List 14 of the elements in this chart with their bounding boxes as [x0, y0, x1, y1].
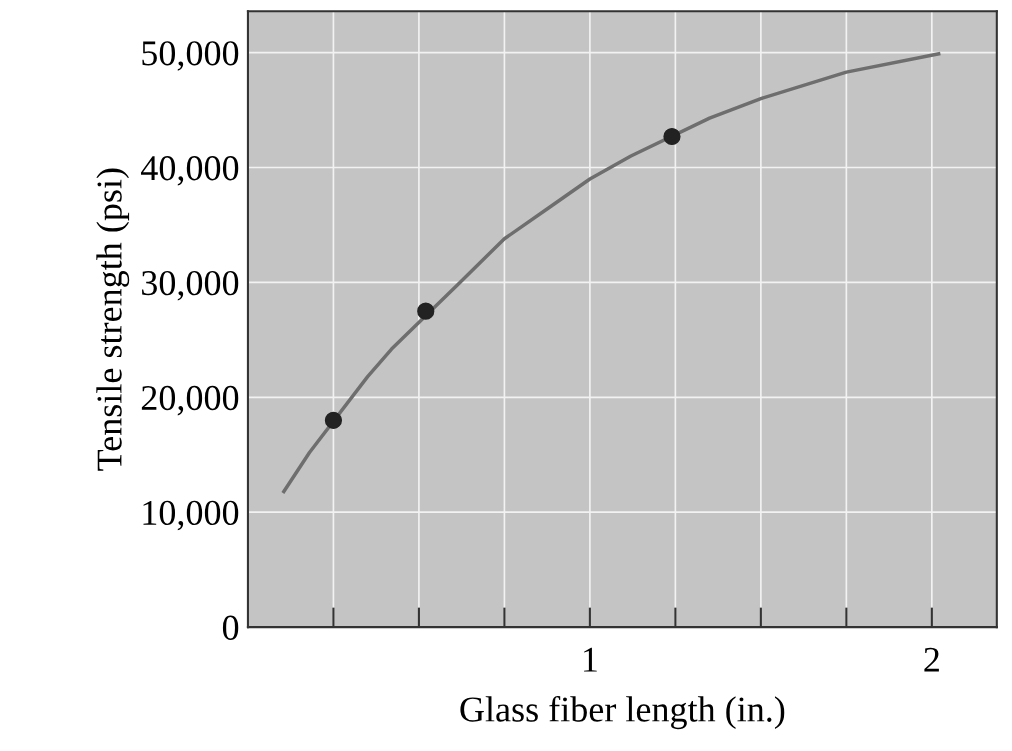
point [417, 302, 435, 320]
x-tick-label: 2 [924, 647, 939, 672]
y-axis-title: Tensile strength (psi) [96, 168, 130, 471]
y-tick-label: 10,000 [143, 500, 239, 531]
x-tick-label: 1 [584, 647, 597, 672]
y-tick-label: 0 [222, 615, 239, 640]
y-tick-label: 20,000 [141, 385, 239, 416]
y-tick-label: 30,000 [142, 270, 239, 301]
point [663, 127, 681, 146]
x-axis-title: Glass fiber length (in.) [460, 695, 785, 730]
line-series [282, 52, 941, 494]
y-tick-label: 40,000 [141, 156, 239, 186]
point [324, 411, 343, 429]
y-tick-label: 50,000 [142, 41, 239, 71]
